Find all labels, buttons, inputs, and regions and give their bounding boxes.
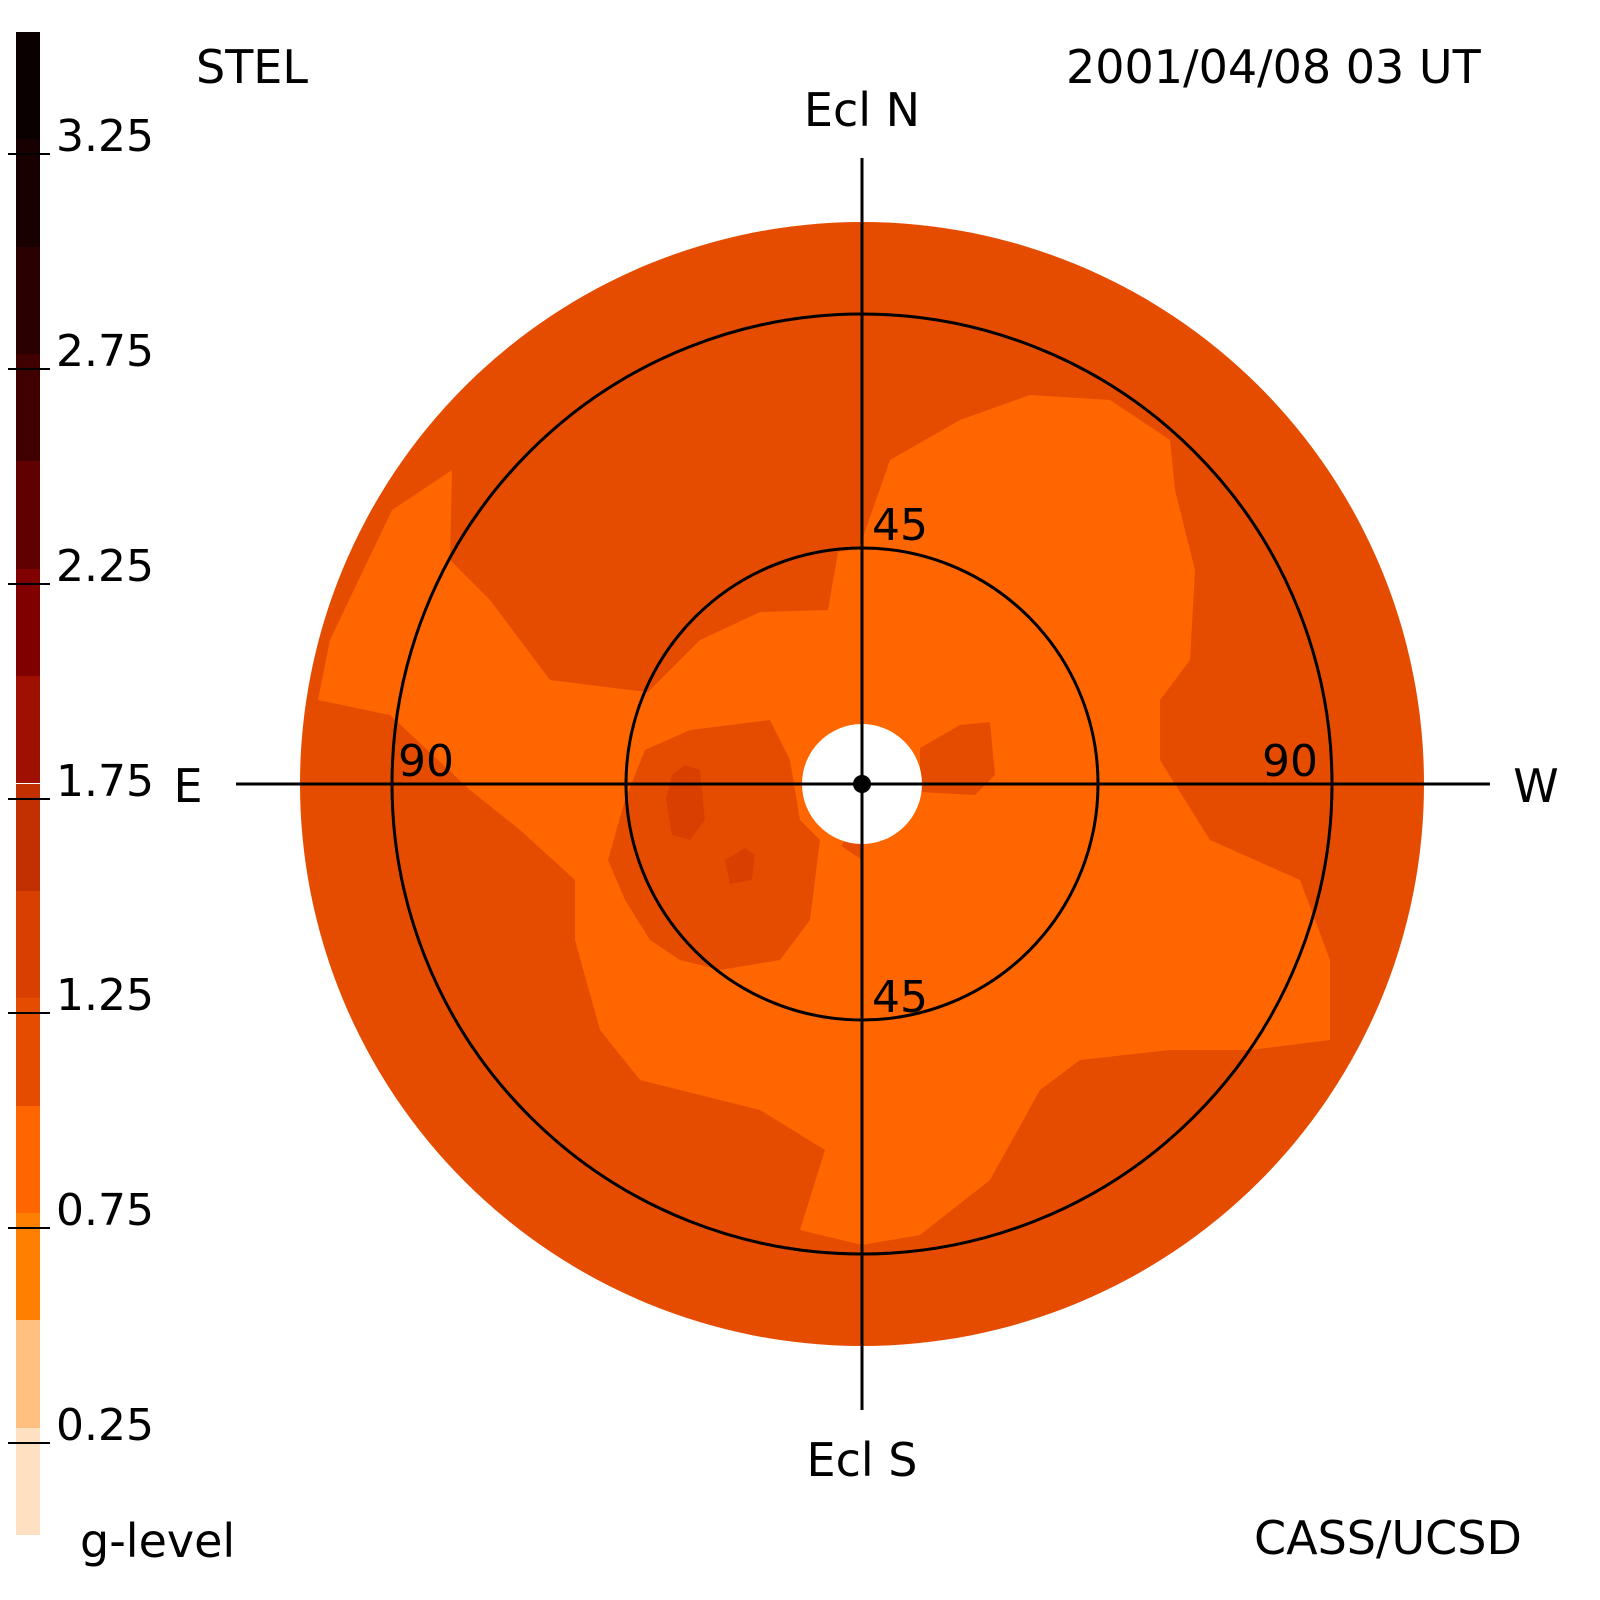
- colorbar-band: [16, 783, 40, 891]
- colorbar-tick-label: 0.25: [56, 1399, 154, 1451]
- instrument-label: STEL: [196, 40, 308, 94]
- colorbar-tick: [8, 368, 50, 371]
- ring-label-90-west: 90: [1262, 736, 1318, 787]
- ring-label-45-top: 45: [872, 500, 928, 551]
- credit-label: CASS/UCSD: [1254, 1511, 1522, 1565]
- label-ecliptic-south: Ecl S: [807, 1433, 918, 1487]
- colorbar-title: g-level: [80, 1514, 236, 1568]
- colorbar-tick-label: 1.75: [56, 755, 154, 807]
- colorbar-band: [16, 676, 40, 784]
- enhanced-region-northwest: [318, 470, 862, 1245]
- colorbar-band: [16, 32, 40, 140]
- colorbar-tick-label: 0.75: [56, 1184, 154, 1236]
- datetime-label: 2001/04/08 03 UT: [1066, 40, 1481, 94]
- colorbar-tick: [8, 153, 50, 156]
- dense-patch-east: [920, 722, 995, 795]
- colorbar-tick-label: 2.25: [56, 540, 154, 592]
- colorbar-tick: [8, 1226, 50, 1229]
- dense-spot-2: [725, 848, 755, 884]
- colorbar-tick: [8, 797, 50, 800]
- colorbar-band: [16, 354, 40, 462]
- colorbar-band: [16, 461, 40, 569]
- colorbar-band: [16, 568, 40, 677]
- sun-center-marker: [853, 775, 871, 793]
- colorbar-tick-label: 1.25: [56, 970, 154, 1022]
- colorbar-tick: [8, 1012, 50, 1015]
- label-west: W: [1513, 759, 1558, 813]
- colorbar-tick: [8, 582, 50, 585]
- colorbar-band: [16, 1105, 40, 1213]
- ring-label-45-bottom: 45: [872, 972, 928, 1023]
- colorbar-tick-label: 3.25: [56, 111, 154, 163]
- label-east: E: [173, 759, 202, 813]
- colorbar-band: [16, 1427, 40, 1535]
- colorbar-tick: [8, 1441, 50, 1444]
- label-ecliptic-north: Ecl N: [804, 83, 920, 137]
- colorbar-band: [16, 998, 40, 1106]
- colorbar-band: [16, 139, 40, 247]
- colorbar-band: [16, 1320, 40, 1428]
- colorbar-band: [16, 890, 40, 999]
- colorbar-tick-label: 2.75: [56, 326, 154, 378]
- colorbar-band: [16, 1212, 40, 1321]
- colorbar-band: [16, 246, 40, 355]
- ring-label-90-east: 90: [398, 736, 454, 787]
